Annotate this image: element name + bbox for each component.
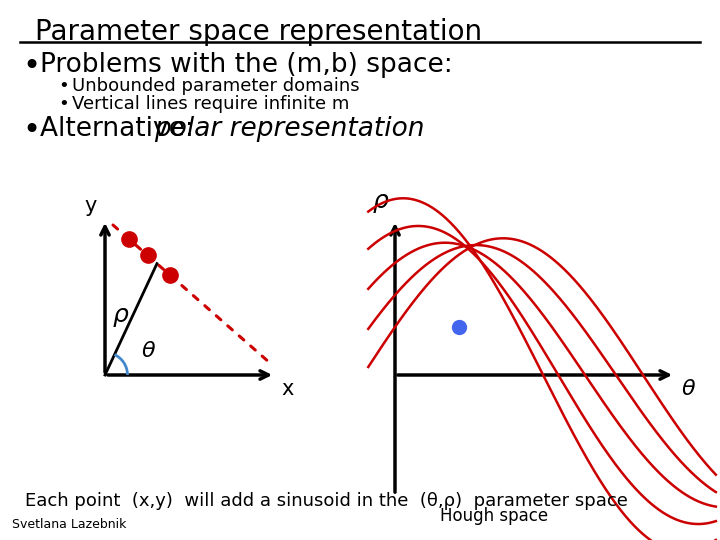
Text: y: y (85, 196, 97, 216)
Text: $\rho$: $\rho$ (372, 191, 390, 215)
Text: $\rho$: $\rho$ (112, 305, 130, 329)
Text: $\theta$: $\theta$ (141, 341, 156, 361)
Text: •: • (22, 116, 40, 145)
Text: •: • (22, 52, 40, 81)
Text: Hough space: Hough space (440, 507, 548, 525)
Text: Alternative:: Alternative: (40, 116, 202, 142)
Text: $\theta$: $\theta$ (681, 379, 696, 399)
Text: Parameter space representation: Parameter space representation (35, 18, 482, 46)
Text: Each point  (x,y)  will add a sinusoid in the  (θ,ρ)  parameter space: Each point (x,y) will add a sinusoid in … (25, 492, 628, 510)
Text: x: x (281, 379, 293, 399)
Text: polar representation: polar representation (154, 116, 425, 142)
Text: Svetlana Lazebnik: Svetlana Lazebnik (12, 518, 127, 531)
Text: Unbounded parameter domains: Unbounded parameter domains (72, 77, 359, 95)
Text: Vertical lines require infinite m: Vertical lines require infinite m (72, 95, 349, 113)
Text: Problems with the (m,b) space:: Problems with the (m,b) space: (40, 52, 453, 78)
Text: •: • (58, 95, 68, 113)
Text: •: • (58, 77, 68, 95)
